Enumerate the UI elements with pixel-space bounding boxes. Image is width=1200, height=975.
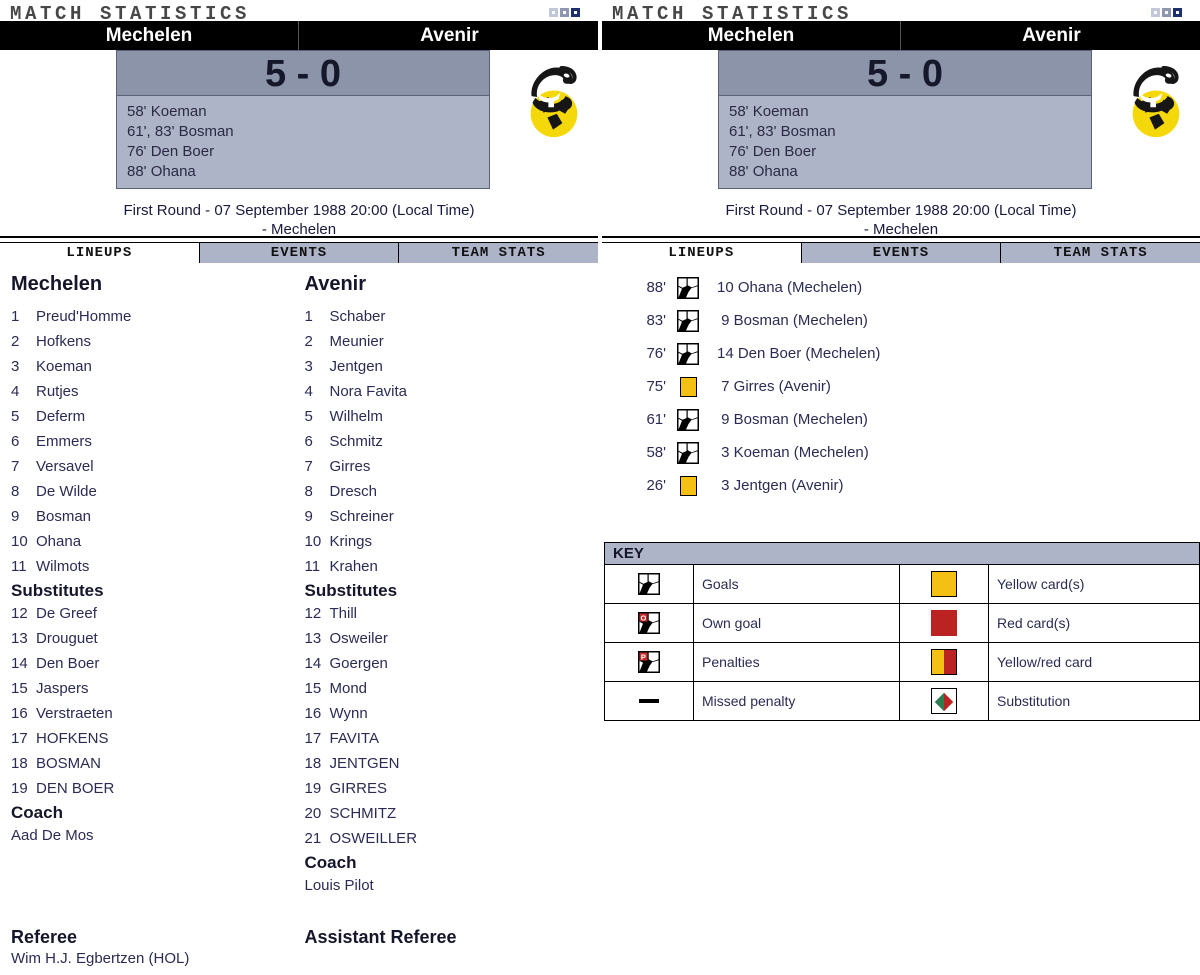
svg-text:P: P: [641, 652, 646, 661]
svg-text:O: O: [640, 613, 646, 622]
